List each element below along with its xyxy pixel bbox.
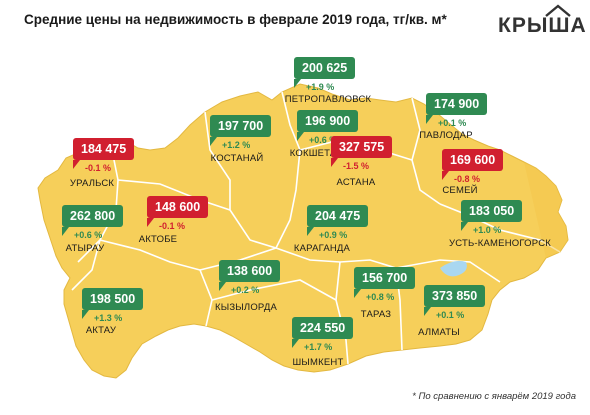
city-label-ural-sk: УРАЛЬСК (69, 178, 115, 189)
price-change: -0.8 % (454, 174, 481, 184)
price-change: +0.8 % (366, 292, 395, 302)
city-label-shymkent: ШЫМКЕНТ (292, 357, 344, 368)
price-value: 198 500 (82, 288, 144, 319)
price-value: 200 625 (294, 57, 356, 88)
price-value: 327 575 (331, 136, 393, 167)
city-label-semey: СЕМЕЙ (442, 185, 478, 196)
price-change: +0.2 % (231, 285, 260, 295)
city-label-aktau: АКТАУ (85, 325, 117, 336)
city-label-kyzylorda: КЫЗЫЛОРДА (215, 302, 277, 313)
price-change: +0.1 % (436, 310, 465, 320)
price-badge-petropavlovsk: 200 625 +1.9 % (294, 57, 356, 92)
price-change: +0.6 % (309, 135, 338, 145)
price-badge-karaganda: 204 475 +0.9 % (307, 205, 369, 240)
price-value: 196 900 (297, 110, 359, 141)
city-label-almaty: АЛМАТЫ (418, 327, 460, 338)
city-label-astana: АСТАНА (336, 177, 376, 188)
price-change: +0.6 % (74, 230, 103, 240)
price-change: +1.9 % (306, 82, 335, 92)
price-badge-atyrau: 262 800 +0.6 % (62, 205, 124, 240)
city-label-pavlodar: ПАВЛОДАР (419, 130, 473, 141)
east-shade (524, 162, 568, 258)
city-label-aktobe: АКТОБЕ (138, 234, 178, 245)
city-label-kostanay: КОСТАНАЙ (210, 153, 264, 164)
price-badge-kostanay: 197 700 +1.2 % (210, 115, 272, 150)
price-badge-taraz: 156 700 +0.8 % (354, 267, 416, 302)
price-badge-shymkent: 224 550 +1.7 % (292, 317, 354, 352)
price-badge-astana: 327 575 -1.5 % (331, 136, 393, 171)
price-badge-kyzylorda: 138 600 +0.2 % (219, 260, 281, 295)
price-value: 183 050 (461, 200, 523, 231)
price-value: 262 800 (62, 205, 124, 236)
price-value: 373 850 (424, 285, 486, 316)
roof-icon (545, 4, 571, 17)
logo-text: КРЫША (498, 14, 587, 37)
price-change: -1.5 % (343, 161, 370, 171)
price-value: 156 700 (354, 267, 416, 298)
price-change: -0.1 % (159, 221, 186, 231)
price-badge-kokshetau: 196 900 +0.6 % (297, 110, 359, 145)
price-value: 169 600 (442, 149, 504, 180)
price-change: +1.0 % (473, 225, 502, 235)
city-label-karaganda: КАРАГАНДА (293, 243, 351, 254)
city-label-atyrau: АТЫРАУ (65, 243, 105, 254)
city-label-ust-kamenogorsk: УСТЬ-КАМЕНОГОРСК (449, 238, 551, 249)
price-value: 148 600 (147, 196, 209, 227)
price-change: +0.1 % (438, 118, 467, 128)
footnote: * По сравнению с январём 2019 года (412, 391, 576, 402)
price-value: 138 600 (219, 260, 281, 291)
price-badge-ural-sk: 184 475 -0.1 % (73, 138, 135, 173)
price-value: 197 700 (210, 115, 272, 146)
price-badge-almaty: 373 850 +0.1 % (424, 285, 486, 320)
krysha-logo: КРЫША (498, 4, 587, 38)
price-change: -0.1 % (85, 163, 112, 173)
price-change: +1.2 % (222, 140, 251, 150)
price-value: 204 475 (307, 205, 369, 236)
city-label-taraz: ТАРАЗ (360, 309, 392, 320)
price-value: 184 475 (73, 138, 135, 169)
lake-balkhash (440, 260, 467, 277)
price-value: 224 550 (292, 317, 354, 348)
price-change: +1.7 % (304, 342, 333, 352)
price-badge-aktobe: 148 600 -0.1 % (147, 196, 209, 231)
city-label-petropavlovsk: ПЕТРОПАВЛОВСК (284, 94, 372, 105)
page-title: Средние цены на недвижимость в феврале 2… (24, 12, 447, 27)
price-badge-ust-kamenogorsk: 183 050 +1.0 % (461, 200, 523, 235)
price-badge-aktau: 198 500 +1.3 % (82, 288, 144, 323)
price-value: 174 900 (426, 93, 488, 124)
city-label-kokshetau: КОКШЕТАУ (289, 148, 343, 159)
price-change: +0.9 % (319, 230, 348, 240)
price-badge-pavlodar: 174 900 +0.1 % (426, 93, 488, 128)
price-badge-semey: 169 600 -0.8 % (442, 149, 504, 184)
price-change: +1.3 % (94, 313, 123, 323)
